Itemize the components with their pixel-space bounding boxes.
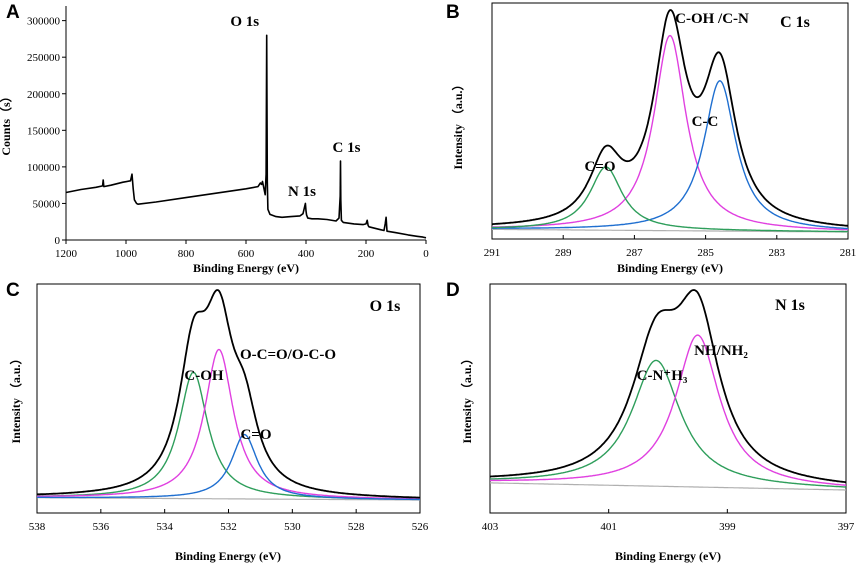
panel-a-peak-label: C 1s xyxy=(333,140,361,156)
panel-a-xtick-label: 1000 xyxy=(115,248,138,260)
panel-c-component-peak xyxy=(37,371,420,500)
panel-a-ylabel: Counts（s） xyxy=(0,90,13,155)
panel-b-component-peak xyxy=(492,80,849,230)
panel-label-d: D xyxy=(446,280,460,301)
panel-d-component-peak xyxy=(490,359,846,488)
panel-a-ytick-label: 200000 xyxy=(27,89,61,101)
panel-d-xtick-label: 397 xyxy=(838,521,855,533)
panel-c-xlabel: Binding Energy (eV) xyxy=(175,549,281,563)
panel-a-ytick-label: 50000 xyxy=(33,198,61,210)
panel-d-xtick-label: 399 xyxy=(719,521,736,533)
panel-c-xtick-label: 538 xyxy=(29,521,46,533)
panel-d-xlabel: Binding Energy (eV) xyxy=(615,549,721,563)
panel-a-plot: 0 50000 100000 150000 200000 250000 300000 1200… xyxy=(27,6,429,260)
panel-d-component-peak xyxy=(490,334,846,486)
panel-b-component-peak xyxy=(492,34,849,231)
panel-a-ytick-label: 250000 xyxy=(27,52,61,64)
panel-a-peak-label: O 1s xyxy=(230,14,259,30)
panel-a-ytick-label: 100000 xyxy=(27,162,61,174)
panel-c-baseline xyxy=(37,497,420,501)
panel-b-xtick-label: 291 xyxy=(484,247,501,259)
panel-b-peak-label: C=O xyxy=(584,159,615,175)
panel-c-peak-label: O-C=O/O-C-O xyxy=(240,347,336,363)
panel-a-survey-line xyxy=(65,34,427,239)
panel-c: C 538 536 534 532 530 528 526 O-C=O/O-C-O C-OH C=… xyxy=(6,280,429,563)
panel-a-xtick-label: 400 xyxy=(298,248,315,260)
panel-d-baseline xyxy=(490,482,846,491)
panel-b-baseline xyxy=(492,228,848,233)
panel-c-envelope xyxy=(36,289,420,499)
panel-c-plot: 538 536 534 532 530 528 526 O-C=O/O-C-O C-OH C=O xyxy=(29,289,429,533)
panel-d-peak-label: NH/NH₂ xyxy=(694,343,748,359)
panel-b-component-peak xyxy=(492,166,848,233)
panel-b-peak-label: C-C xyxy=(692,114,719,130)
panel-a-ytick-label: 150000 xyxy=(27,125,61,137)
panel-d-ylabel: Intensity （a.u.） xyxy=(459,352,474,443)
panel-a-ytick-label: 0 xyxy=(55,235,61,247)
panel-d-xtick-label: 401 xyxy=(600,521,617,533)
panel-a-xtick-label: 1200 xyxy=(55,248,78,260)
panel-c-peak-label: C-OH xyxy=(184,368,223,384)
panel-c-xtick-label: 534 xyxy=(156,521,173,533)
panel-b-xtick-label: 285 xyxy=(697,247,714,259)
panel-a-ytick-label: 300000 xyxy=(27,16,61,28)
panel-d-title: N 1s xyxy=(775,297,805,314)
panel-b-xtick-label: 289 xyxy=(555,247,572,259)
panel-c-frame xyxy=(36,283,421,514)
panel-d-frame xyxy=(489,283,847,514)
panel-b: B 291 289 287 285 283 281 C-OH /C-N C-C C=O C 1s… xyxy=(446,2,856,275)
panel-label-b: B xyxy=(446,2,460,23)
panel-a-xtick-label: 800 xyxy=(178,248,195,260)
panel-c-title: O 1s xyxy=(370,298,401,315)
panel-d-plot: 403 401 399 397 C-N⁺H₃ NH/NH₂ xyxy=(482,289,855,533)
panel-a-xtick-label: 600 xyxy=(238,248,255,260)
panel-a-xlabel: Binding Energy (eV) xyxy=(193,261,299,275)
panel-b-ylabel: Intensity （a.u.） xyxy=(450,78,465,169)
panel-a-xtick-label: 200 xyxy=(358,248,375,260)
panel-d-peak-label: C-N⁺H₃ xyxy=(637,368,688,384)
panel-b-envelope xyxy=(492,9,849,227)
panel-c-xtick-label: 536 xyxy=(93,521,110,533)
panel-a-peak-label: N 1s xyxy=(288,184,316,200)
panel-c-xtick-label: 528 xyxy=(348,521,365,533)
panel-a-xtick-label: 0 xyxy=(423,248,429,260)
panel-a: A 0 50000 100000 150000 200000 250000 300000 12… xyxy=(0,2,429,275)
panel-c-peak-label: C=O xyxy=(240,427,271,443)
panel-b-xtick-label: 287 xyxy=(626,247,643,259)
panel-b-xlabel: Binding Energy (eV) xyxy=(617,261,723,275)
panel-c-xtick-label: 532 xyxy=(220,521,237,533)
panel-b-xtick-label: 283 xyxy=(769,247,786,259)
panel-c-component-peak xyxy=(37,348,420,500)
panel-d-envelope xyxy=(490,289,847,484)
panel-d: D 403 401 399 397 C-N⁺H₃ NH/NH₂ N 1s Intensit… xyxy=(446,280,855,563)
panel-b-xtick-label: 281 xyxy=(840,247,857,259)
panel-c-ylabel: Intensity （a.u.） xyxy=(8,352,23,443)
panel-b-title: C 1s xyxy=(780,14,810,31)
panel-c-xtick-label: 526 xyxy=(412,521,429,533)
panel-b-frame xyxy=(491,2,849,240)
panel-b-peak-label: C-OH /C-N xyxy=(675,11,749,27)
panel-c-xtick-label: 530 xyxy=(284,521,301,533)
panel-label-c: C xyxy=(6,280,20,301)
panel-label-a: A xyxy=(6,2,20,23)
panel-b-plot: 291 289 287 285 283 281 C-OH /C-N C-C C=O xyxy=(484,9,857,259)
panel-c-component-peak xyxy=(37,433,420,501)
panel-d-xtick-label: 403 xyxy=(482,521,499,533)
